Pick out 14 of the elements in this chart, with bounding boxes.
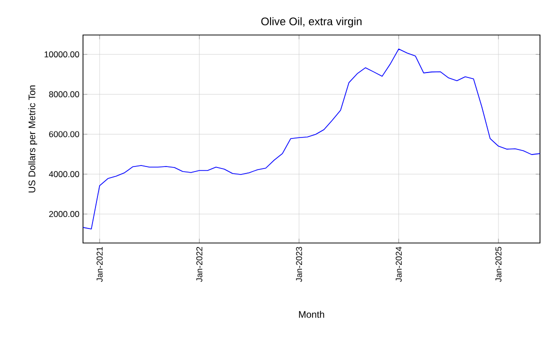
x-tick-label: Jan-2024 bbox=[396, 246, 402, 282]
x-tick-label: Jan-2025 bbox=[495, 246, 502, 282]
y-tick-label: 8000.00 bbox=[49, 91, 80, 98]
y-tick-label: 10000.00 bbox=[44, 51, 80, 58]
y-tick-label: 4000.00 bbox=[48, 171, 80, 178]
chart-title: Olive Oil, extra virgin bbox=[261, 17, 362, 28]
x-tick-label: Jan-2022 bbox=[196, 246, 202, 282]
line-series bbox=[83, 48, 540, 230]
y-axis-title: US Dollars per Metric Ton bbox=[28, 86, 38, 192]
x-tick-label: Jan-2021 bbox=[96, 246, 103, 282]
x-axis-title: Month bbox=[299, 310, 324, 318]
y-tick-label: 6000.00 bbox=[49, 131, 80, 138]
x-tick-label: Jan-2023 bbox=[296, 246, 302, 282]
y-tick-label: 2000.00 bbox=[49, 211, 80, 218]
